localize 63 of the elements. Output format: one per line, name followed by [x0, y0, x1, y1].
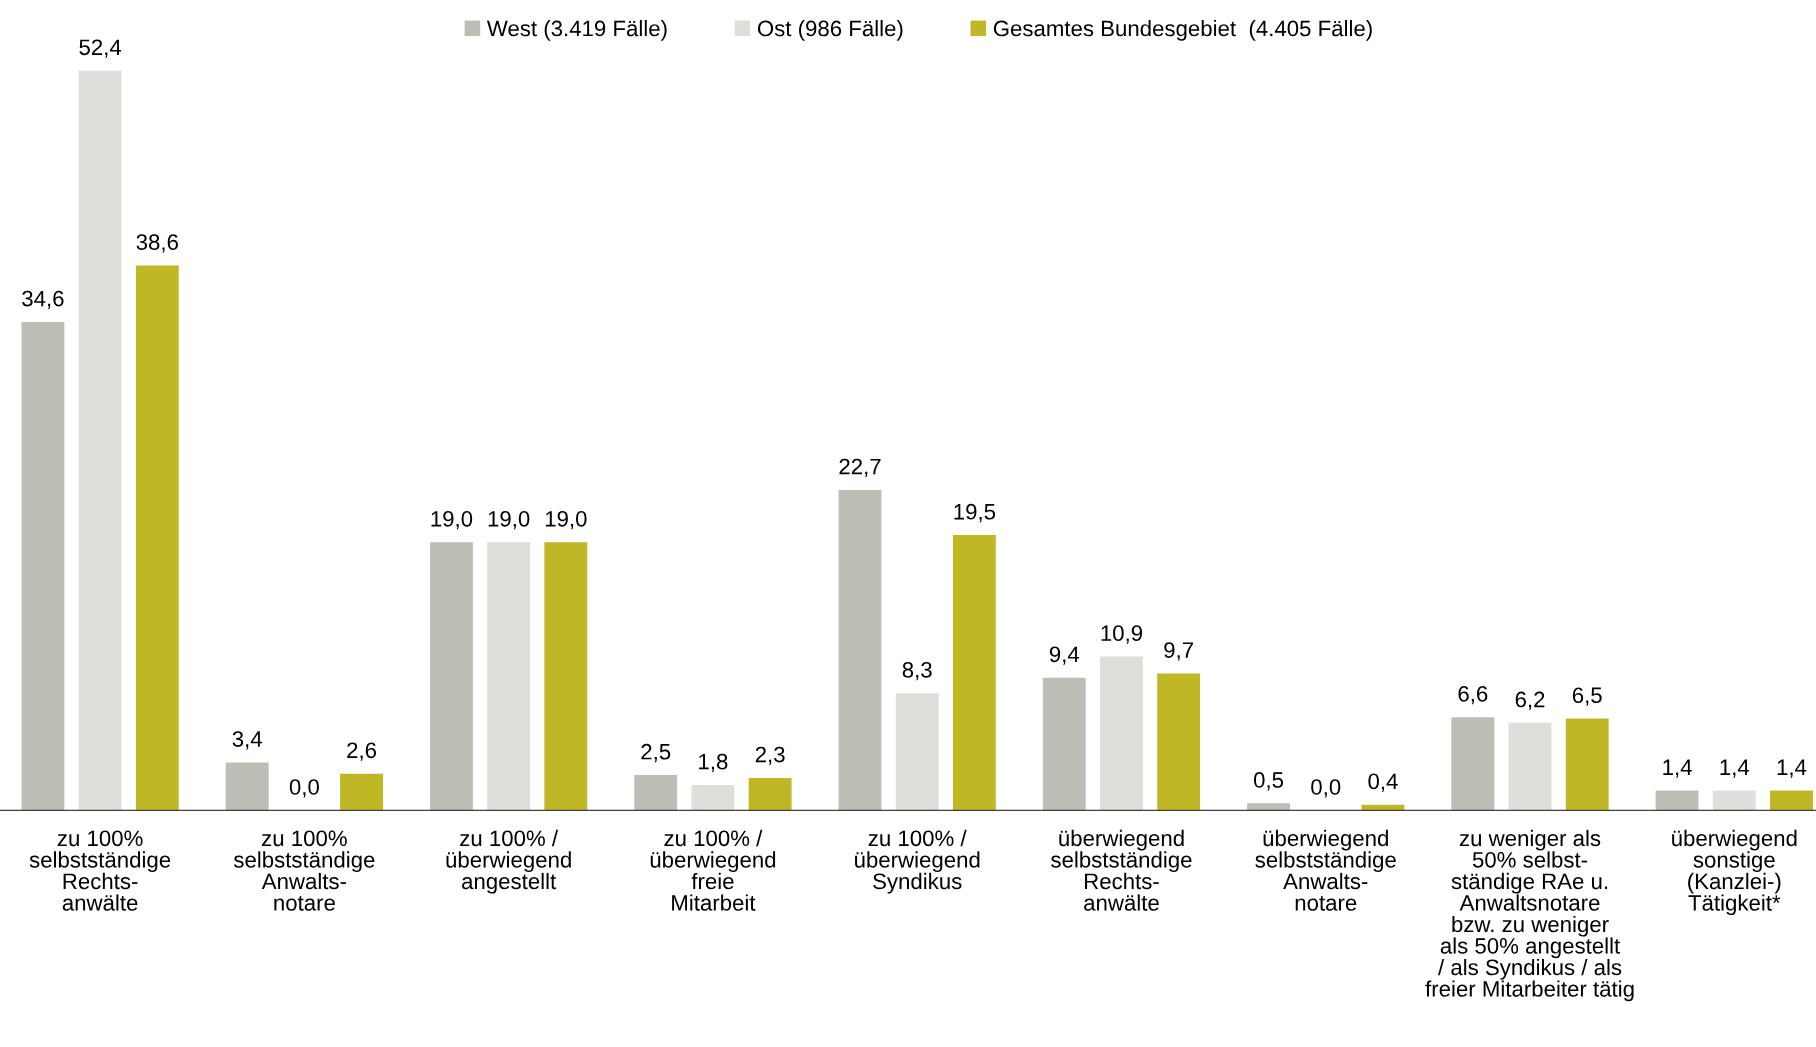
bar	[838, 489, 882, 811]
data-label: 19,5	[954, 503, 996, 523]
legend-label: Ost (986 Fälle)	[757, 20, 903, 41]
x-tick-label: überwiegend selbstständige Rechts- anwälte	[1051, 829, 1192, 911]
data-label: 8,3	[902, 661, 932, 681]
data-label: 0,4	[1368, 773, 1398, 792]
data-label: 19,0	[488, 510, 530, 530]
bar	[340, 773, 384, 811]
bar	[952, 535, 996, 811]
data-label: 0,0	[1311, 779, 1341, 798]
data-label: 19,0	[431, 510, 473, 530]
data-label: 6,6	[1458, 685, 1488, 705]
data-label: 34,6	[22, 290, 64, 310]
x-tick-label: überwiegend selbstständige Anwalts- notare	[1255, 829, 1396, 911]
bar	[78, 70, 122, 811]
data-label: 6,2	[1515, 691, 1545, 710]
data-label: 6,5	[1572, 687, 1602, 706]
bar	[748, 777, 792, 811]
data-label: 1,8	[699, 753, 728, 773]
x-tick-label: zu 100% / überwiegend Syndikus	[855, 829, 980, 894]
bar	[544, 542, 588, 811]
data-label: 10,9	[1101, 625, 1143, 644]
bar	[1247, 803, 1290, 811]
bar	[1042, 677, 1086, 811]
x-tick-label: zu weniger als 50% selbst- ständige RAe u. Anwaltsnotare bzw. zu weniger als 50% angestellt / als Syndikus / als freier Mitarbeiter tätig	[1425, 829, 1634, 1002]
data-label: 1,4	[1777, 759, 1807, 778]
bar	[1712, 790, 1756, 811]
data-label: 9,7	[1164, 642, 1193, 661]
data-label: 2,3	[755, 746, 785, 766]
data-label: 52,4	[79, 39, 122, 58]
data-label: 0,0	[289, 779, 319, 798]
data-label: 22,7	[839, 458, 881, 478]
bar	[1770, 790, 1813, 811]
bar	[895, 693, 939, 811]
bar	[1157, 673, 1201, 811]
data-label: 9,4	[1049, 646, 1080, 665]
data-label: 2,5	[641, 743, 671, 763]
data-label: 1,4	[1720, 759, 1750, 778]
data-label: 2,6	[347, 742, 377, 761]
bar	[691, 784, 735, 811]
data-label: 3,4	[232, 731, 262, 750]
bar	[1565, 718, 1609, 811]
data-label: 19,0	[545, 510, 587, 530]
bar	[225, 762, 269, 811]
bar	[634, 775, 678, 811]
legend-label: West (3.419 Fälle)	[486, 20, 667, 41]
bar	[1508, 722, 1552, 811]
x-tick-label: überwiegend sonstige (Kanzlei-) Tätigkeit*	[1672, 829, 1797, 916]
bar	[21, 321, 65, 811]
bar	[1100, 656, 1143, 811]
legend-label: Gesamtes Bundesgebiet (4.405 Fälle)	[993, 20, 1372, 41]
bar	[1451, 717, 1495, 811]
data-label: 0,5	[1253, 772, 1284, 791]
bar	[1655, 790, 1699, 811]
data-label: 1,4	[1663, 759, 1692, 778]
data-label: 38,6	[136, 234, 178, 253]
bar	[430, 542, 473, 811]
bar	[487, 542, 531, 811]
bar	[135, 265, 179, 811]
x-tick-label: zu 100% selbstständige Anwalts- notare	[233, 830, 375, 911]
x-tick-label: zu 100% / überwiegend freie Mitarbeit	[650, 829, 776, 911]
x-tick-label: zu 100% / überwiegend angestellt	[446, 829, 571, 894]
x-tick-label: zu 100% selbstständige Rechts- anwälte	[29, 830, 171, 911]
